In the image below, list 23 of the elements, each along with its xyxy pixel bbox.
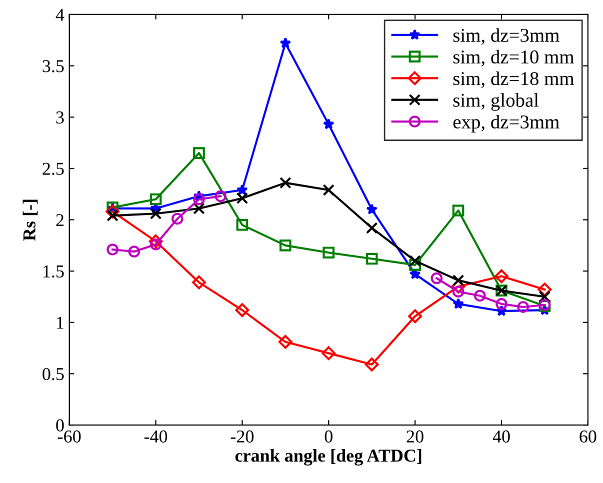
x-axis-title: crank angle [deg ATDC] (235, 449, 422, 466)
y-tick-label: 1 (57, 316, 64, 329)
x-tick-label: -60 (58, 430, 81, 443)
x-tick-label: 20 (406, 430, 424, 443)
legend-label: sim, dz=10 mm (453, 50, 574, 66)
y-tick-label: 4 (56, 8, 64, 21)
x-tick-label: -20 (230, 430, 254, 443)
y-axis-title: Rs [-] (22, 200, 38, 241)
x-tick-label: 0 (324, 430, 332, 443)
x-tick-label: 40 (492, 430, 510, 443)
legend-label: sim, dz=3mm (453, 28, 560, 45)
y-tick-label: 0 (56, 419, 64, 432)
legend-label: sim, global (453, 93, 539, 111)
y-tick-label: 0.5 (42, 368, 64, 380)
y-tick-label: 2.5 (42, 162, 64, 175)
x-tick-label: 60 (580, 430, 596, 443)
y-tick-label: 3 (56, 111, 64, 124)
y-tick-label: 3.5 (42, 60, 64, 72)
legend-label: sim, dz=18 mm (453, 72, 574, 88)
x-tick-label: -40 (144, 430, 168, 443)
legend-label: exp, dz=3mm (453, 114, 560, 132)
y-tick-label: 2 (56, 214, 64, 226)
y-tick-label: 1.5 (44, 265, 64, 278)
